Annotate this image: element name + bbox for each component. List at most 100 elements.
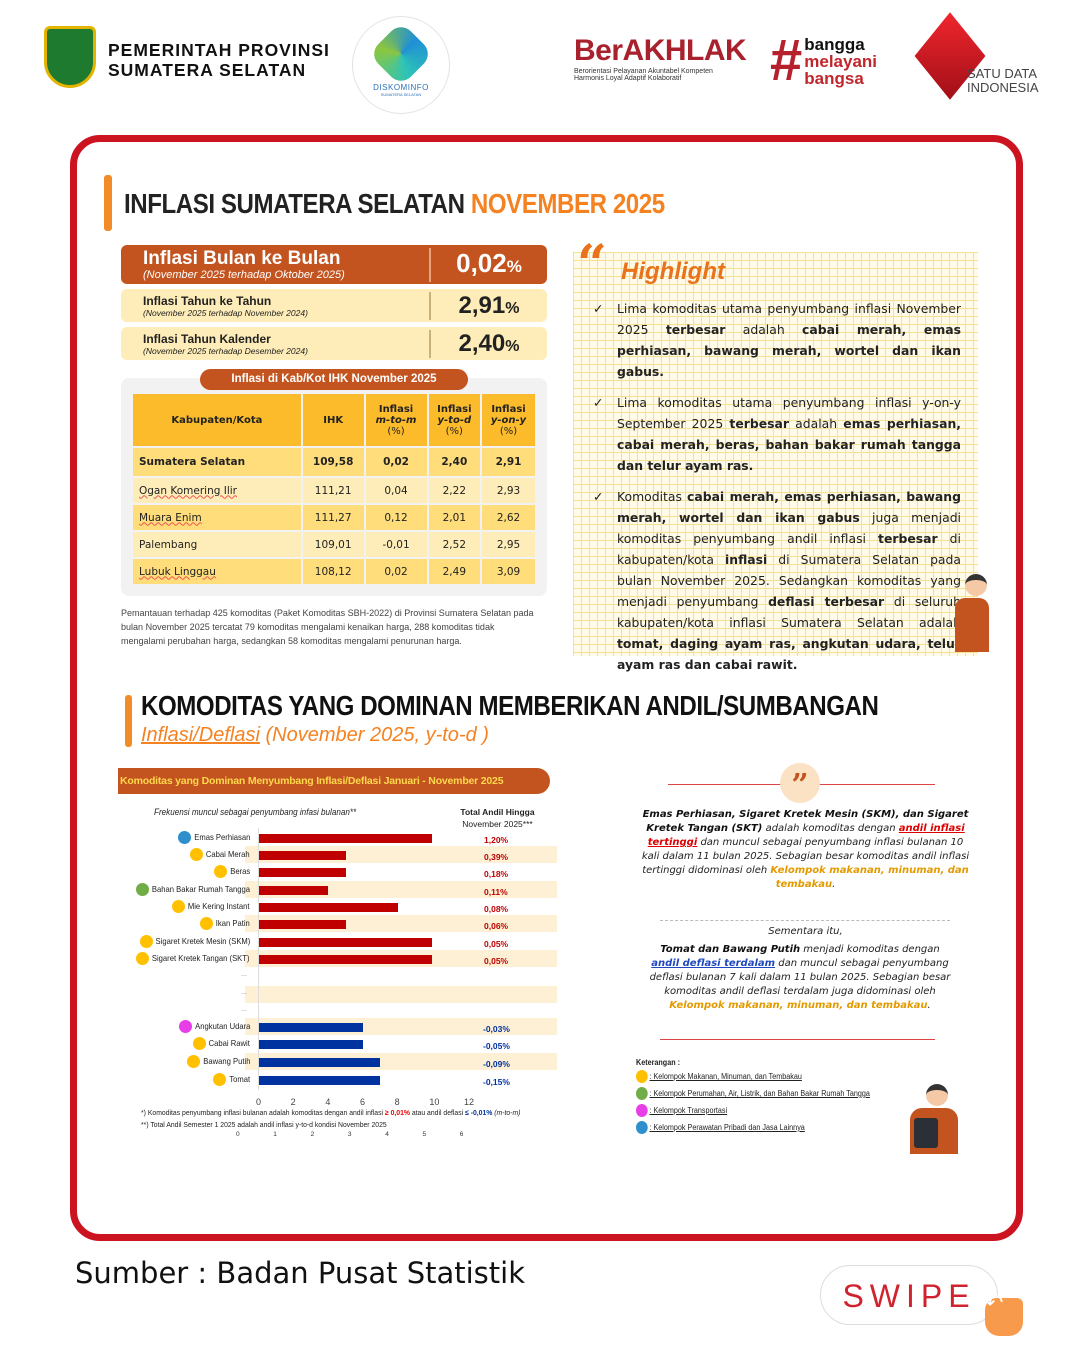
fn1-text2: atau andil deflasi [409, 1108, 466, 1117]
swipe-hand-icon: ↶ [985, 1292, 1023, 1336]
value-cell: 2,91 [482, 448, 535, 476]
card-sub: (November 2025 terhadap Desember 2024) [143, 345, 308, 356]
value-cell: 2,40 [428, 448, 481, 476]
diskominfo-logo: DISKOMINFO SUMATERA SELATAN [352, 16, 450, 114]
swipe-label: SWIPE [842, 1278, 976, 1314]
value-cell: 0,12 [365, 505, 427, 530]
highlight-text: terbesar [878, 531, 938, 546]
highlight-text: emas perhiasan, cabai merah, beras, baha… [617, 416, 961, 473]
quote-text: Tomat dan Bawang Putih [660, 944, 801, 955]
table-header-cell: Inflasi m-to-m (%) [365, 394, 427, 446]
quote-text: dan muncul sebagai penyumbang deflasi bu… [649, 958, 951, 997]
highlight-item: ✓ Komoditas cabai merah, emas perhiasan, … [573, 486, 961, 675]
quote-text: adalah komoditas dengan [762, 823, 899, 834]
berakhlak-wordmark: BerAKHLAK [574, 34, 747, 67]
header-line: (%) [499, 425, 518, 437]
quote-text: andil inflasi tertinggi [647, 823, 965, 848]
region-name-cell: Sumatera Selatan [133, 448, 301, 476]
value-cell: 2,52 [428, 532, 481, 557]
header-line: Inflasi [491, 403, 526, 415]
commodity-monitoring-note: Pemantauan terhadap 425 komoditas (Paket… [121, 608, 534, 646]
highlight-text: adalah [725, 322, 803, 337]
legend-item: : Kelompok Perawatan Pribadi dan Jasa La… [636, 1121, 870, 1134]
quote-text: andil deflasi terdalam [651, 958, 776, 969]
table-header-cell: Inflasi y-on-y (%) [482, 394, 535, 446]
highlight-text: tomat, daging ayam ras, angkutan udara, … [617, 636, 961, 672]
header-line: Inflasi [378, 403, 414, 415]
legend-title: Keterangan : [636, 1058, 681, 1067]
regional-table-panel: Inflasi di Kab/Kot IHK November 2025 Kab… [121, 369, 547, 596]
quote-text: dan muncul sebagai penyumbang inflasi bu… [641, 837, 970, 876]
highlight-item: ✓ Lima komoditas utama penyumbang inflasi… [573, 392, 961, 476]
quote-text: . [832, 879, 836, 890]
highlight-text: adalah [788, 416, 844, 431]
table-row: Sumatera Selatan 109,58 0,02 2,40 2,91 [133, 448, 535, 476]
highlight-text: Lima komoditas utama penyumbang inflasi … [617, 301, 961, 337]
card-value: 2,40 [458, 329, 506, 357]
table-row: Palembang 109,01 -0,01 2,52 2,95 [133, 532, 535, 557]
group-color-dot-icon [636, 1070, 648, 1083]
value-cell: 2,95 [482, 532, 535, 557]
andil-header: Total Andil Hingga November 2025*** [455, 806, 540, 830]
region-name-cell: Muara Enim [133, 505, 301, 530]
highlight-text: juga menjadi komoditas penyumbang andil … [617, 510, 961, 546]
diskominfo-sub: SUMATERA SELATAN [380, 92, 422, 97]
satu-data-line1: SATU DATA [967, 66, 1038, 81]
card-yoy: Inflasi Tahun ke Tahun (November 2025 ter… [121, 289, 547, 322]
card-unit: % [505, 299, 520, 317]
content-frame [70, 135, 1023, 1241]
table-header-cell: IHK [302, 394, 364, 446]
quote-paragraph-2: Tomat dan Bawang Putih menjadi komoditas… [645, 943, 955, 1013]
melayani-word: melayani [804, 52, 878, 71]
table-title: Inflasi di Kab/Kot IHK November 2025 [200, 369, 468, 390]
highlight-text: inflasi [725, 552, 768, 567]
legend-label: : Kelompok Perumahan, Air, Listrik, dan … [649, 1089, 870, 1098]
chart-footnote-2: **) Total Andil Semester 1 2025 adalah a… [141, 1120, 387, 1129]
checkmark-icon: ✓ [593, 301, 604, 316]
quote-p2-intro: Sementara itu, [768, 926, 843, 937]
bangga-word: bangga [804, 35, 865, 54]
header-line: m-to-m [375, 414, 417, 426]
card-sub: (November 2025 terhadap November 2024) [143, 307, 308, 318]
table-row: Ogan Komering Ilir 111,21 0,04 2,22 2,93 [133, 478, 535, 503]
title-accent: NOVEMBER 2025 [470, 188, 665, 219]
section2-accent-bar [125, 695, 132, 747]
highlight-item: ✓ Lima komoditas utama penyumbang inflasi… [573, 298, 961, 382]
highlight-text: cabai merah, emas perhiasan, bawang mera… [617, 322, 961, 379]
card-sub: (November 2025 terhadap Oktober 2025) [143, 268, 345, 281]
swipe-button[interactable]: SWIPE [820, 1265, 998, 1325]
berakhlak-logo: BerAKHLAK Berorientasi Pelayanan Akuntab… [574, 34, 747, 82]
quote-dashed-divider [660, 920, 950, 921]
highlight-text: terbesar [729, 416, 789, 431]
page-title: INFLASI SUMATERA SELATAN NOVEMBER 2025 [124, 188, 665, 220]
header-line: (%) [445, 425, 463, 437]
bangga-melayani-logo: # bangga melayani bangsa [770, 32, 878, 90]
inflation-cards: Inflasi Bulan ke Bulan (November 2025 ter… [121, 245, 547, 360]
card-label: Inflasi Tahun ke Tahun [143, 293, 272, 308]
highlight-text: Lima komoditas utama penyumbang inflasi … [617, 395, 961, 431]
highlight-text: cabai merah, emas perhiasan, bawang mera… [617, 489, 961, 525]
legend-label: : Kelompok Perawatan Pribadi dan Jasa La… [649, 1123, 805, 1132]
regional-inflation-table: Kabupaten/Kota IHK Inflasi m-to-m (%) Inflasi… [131, 392, 537, 586]
legend-label: : Kelompok Transportasi [649, 1106, 728, 1115]
diskominfo-label: DISKOMINFO [373, 83, 429, 92]
table-row: Lubuk Linggau 108,12 0,02 2,49 3,09 [133, 559, 535, 584]
legend-item: : Kelompok Makanan, Minuman, dan Tembaka… [636, 1070, 870, 1083]
berakhlak-sub2: Harmonis Loyal Adaptif Kolaboratif [574, 75, 682, 82]
highlight-text: di Sumatera Selatan pada bulan November … [617, 552, 961, 609]
satu-data-line2: INDONESIA [967, 80, 1039, 95]
fn1-threshold-inflation: ≥ 0,01% [384, 1108, 410, 1117]
group-legend: Keterangan : : Kelompok Makanan, Minuman… [636, 1058, 870, 1138]
chart-xlabel: Frekuensi muncul sebagai penyumbang infa… [154, 807, 357, 817]
highlight-text: terbesar [665, 322, 726, 337]
value-cell: 109,01 [302, 532, 364, 557]
value-cell: 109,58 [302, 448, 364, 476]
value-cell: 3,09 [482, 559, 535, 584]
checkmark-icon: ✓ [593, 489, 604, 504]
chart-title: Komoditas yang Dominan Menyumbang Inflas… [118, 768, 550, 794]
header-line: y-on-y [490, 414, 527, 426]
quote-text: Kelompok makanan, minuman, dan tembakau [669, 1000, 928, 1011]
berakhlak-sub1: Berorientasi Pelayanan Akuntabel Kompete… [574, 68, 713, 75]
value-cell: 2,62 [482, 505, 535, 530]
header-line: Inflasi [437, 403, 472, 415]
